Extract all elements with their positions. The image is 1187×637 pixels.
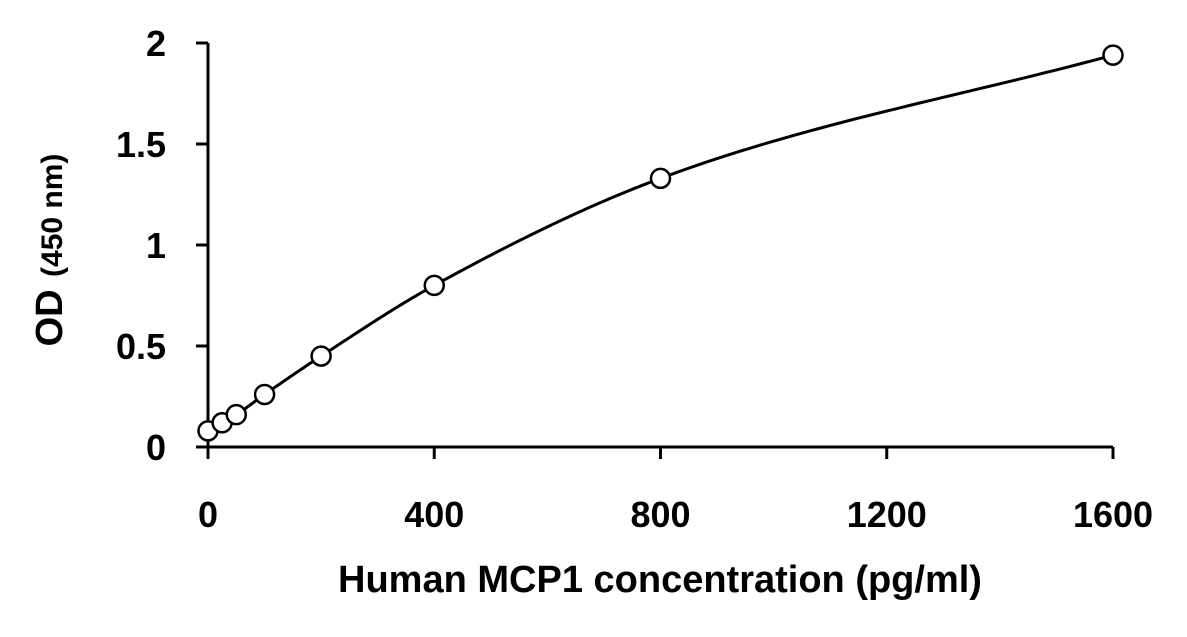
data-point <box>1102 44 1124 66</box>
y-axis-title-main: OD <box>29 289 71 346</box>
tick-labels: 0 0.5 1 1.5 2 0 400 800 1200 1600 <box>116 23 1153 535</box>
y-axis-title-unit: (450 nm) <box>36 154 69 277</box>
y-tick-label: 1 <box>146 225 166 266</box>
x-tick-label: 1200 <box>847 494 927 535</box>
x-axis-title: Human MCP1 concentration (pg/ml) <box>338 559 982 601</box>
axes <box>206 43 1113 449</box>
y-tick-label: 1.5 <box>116 124 166 165</box>
data-points <box>197 44 1124 442</box>
fit-curve-group <box>207 53 1114 433</box>
y-axis-title: OD (450 nm) <box>29 154 71 347</box>
data-point <box>225 403 248 426</box>
data-point <box>310 345 332 367</box>
data-point <box>253 383 276 406</box>
x-tick-label: 400 <box>404 494 464 535</box>
x-tick-label: 1600 <box>1073 494 1153 535</box>
fit-curve <box>207 53 1114 433</box>
data-point <box>423 274 445 297</box>
y-tick-label: 0 <box>146 427 166 468</box>
x-tick-label: 0 <box>198 494 218 535</box>
ticks <box>196 41 1115 459</box>
data-point <box>649 167 672 190</box>
y-tick-label: 0.5 <box>116 326 166 367</box>
x-tick-label: 800 <box>630 494 690 535</box>
y-tick-label: 2 <box>146 23 166 64</box>
